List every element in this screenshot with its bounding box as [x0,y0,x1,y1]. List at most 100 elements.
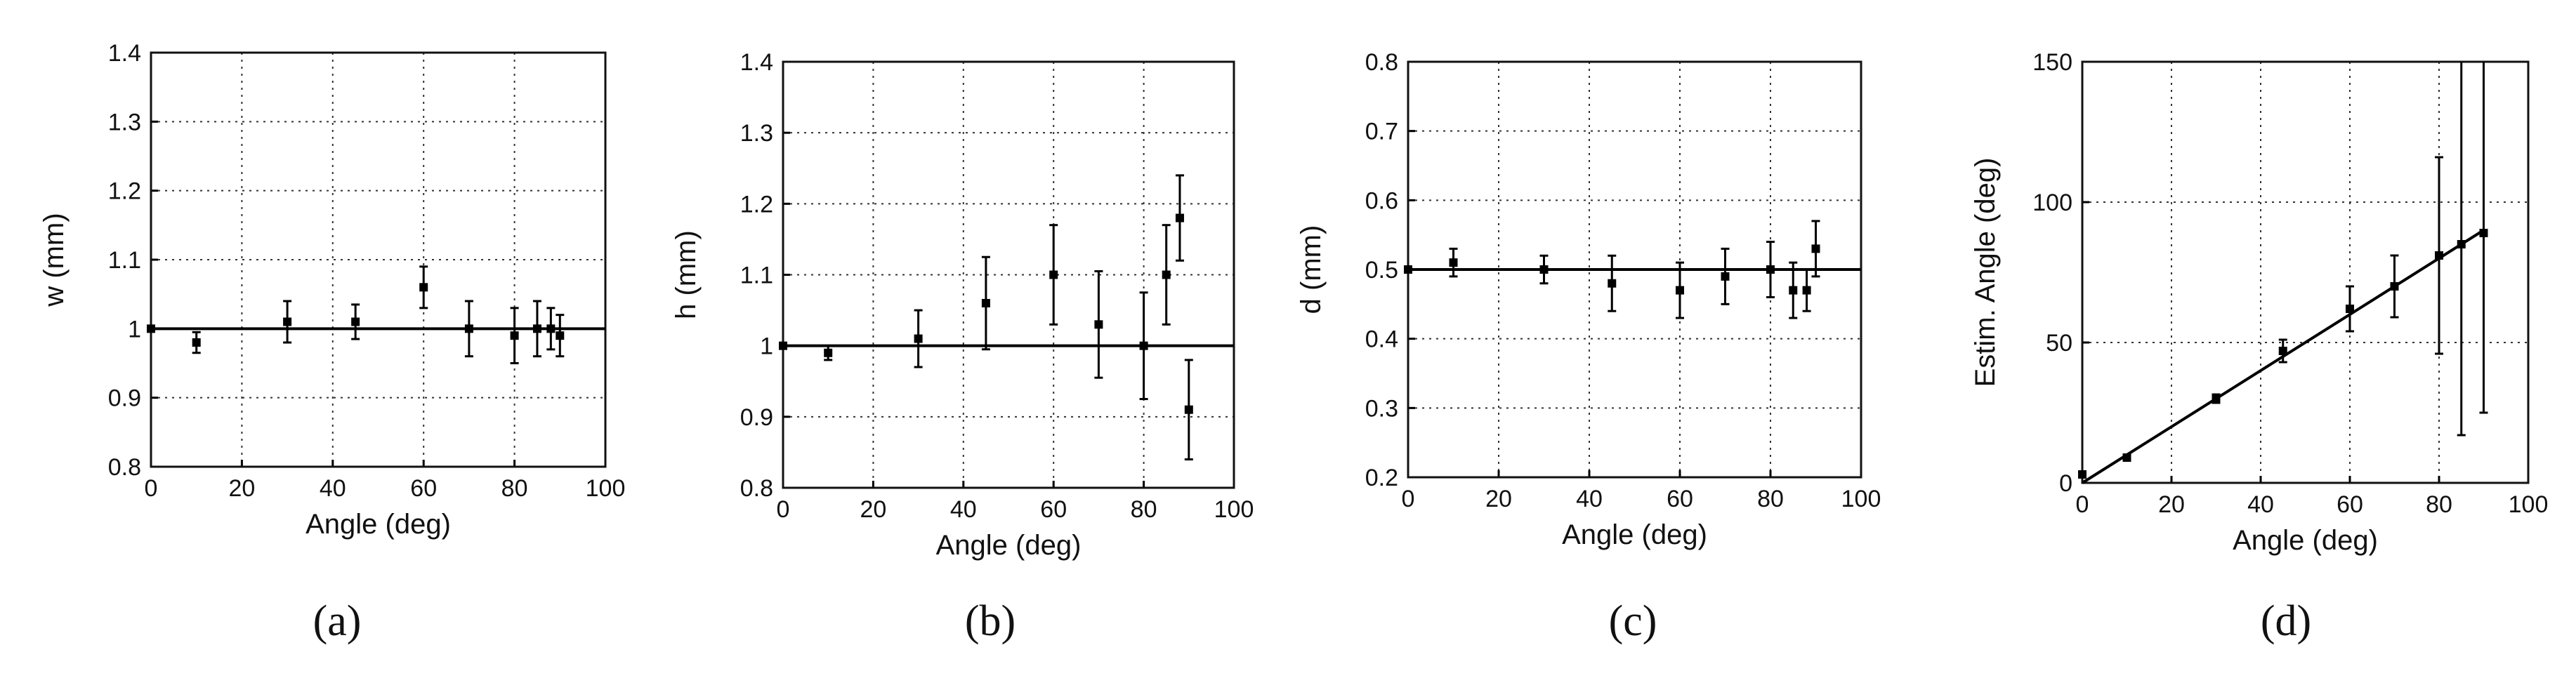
panel-d-chart: 0 20 40 60 80 100 0 50 100 150 Angle (deg) Estim. A… [1970,49,2548,645]
x-tick-label: 80 [501,475,528,502]
panel-caption: (d) [2261,597,2311,645]
x-tick-label: 80 [1757,486,1784,512]
data-point [1049,270,1058,279]
data-point [1802,286,1811,295]
plot-frame [782,60,1235,489]
data-point [1676,286,1684,295]
y-tick-label: 100 [2032,189,2072,216]
y-tick-label: 0.8 [1365,49,1398,76]
data-point [1449,258,1458,267]
panel-b-chart: 0 20 40 60 80 100 0.8 0.9 1 1.1 1.2 1.3 1.4 Angle (de… [671,49,1254,645]
x-axis-label: Angle (deg) [2233,525,2378,556]
x-tick-label: 40 [2247,491,2274,518]
data-point [2212,394,2221,403]
data-point [1404,265,1412,274]
data-point [351,317,360,326]
data-point [824,348,833,357]
panel-c-chart: 0 20 40 60 80 100 0.2 0.3 0.4 0.5 0.6 0.7 0.8 Angle (… [1296,49,1881,645]
y-tick-label: 1.3 [108,109,141,135]
x-tick-label: 20 [1485,486,1512,512]
x-tick-label: 20 [2158,491,2185,518]
y-tick-label: 150 [2032,49,2072,76]
x-tick-label: 80 [2426,491,2452,518]
data-point [464,324,473,333]
y-axis-label: h (mm) [671,230,702,319]
data-point [2346,305,2354,313]
data-point [556,331,565,340]
y-tick-label: 0.7 [1365,119,1398,145]
data-point [2278,347,2287,355]
y-tick-label: 0.9 [108,385,141,412]
data-point [1766,265,1775,274]
x-tick-label: 0 [777,496,790,523]
data-point [1789,286,1798,295]
y-tick-label: 0.6 [1365,187,1398,214]
data-point [2122,453,2131,462]
data-point [2078,470,2087,479]
y-tick-label: 0.2 [1365,465,1398,491]
x-tick-label: 40 [320,475,346,502]
panel-caption: (c) [1609,597,1657,645]
data-point [1162,270,1171,279]
x-tick-label: 60 [1667,486,1693,512]
x-tick-label: 0 [2076,491,2089,518]
y-tick-label: 1.2 [108,178,141,205]
y-tick-label: 1.4 [108,40,141,67]
data-point [1184,405,1193,414]
data-point [510,331,519,340]
x-tick-label: 0 [1402,486,1415,512]
y-axis-label: Estim. Angle (deg) [1970,158,2001,387]
y-tick-label: 0.8 [740,475,773,502]
y-tick-label: 0 [2059,470,2072,497]
x-axis-label: Angle (deg) [1562,519,1707,550]
x-tick-label: 60 [1040,496,1067,523]
data-point [2457,240,2466,248]
x-tick-label: 40 [1576,486,1603,512]
x-tick-label: 20 [860,496,886,523]
panel-caption: (b) [965,597,1016,645]
data-point [1139,341,1148,350]
data-point [532,324,541,333]
x-axis-label: Angle (deg) [305,509,451,540]
data-point [1608,279,1617,288]
x-tick-label: 40 [950,496,977,523]
panel-caption: (a) [313,597,362,645]
x-axis-label: Angle (deg) [936,530,1082,561]
data-point [283,317,292,326]
y-tick-label: 1.1 [740,262,773,289]
data-point [546,324,556,333]
data-point [1175,213,1184,222]
y-tick-label: 1 [760,333,773,360]
data-point [1811,244,1820,253]
data-point [2479,229,2488,237]
panel-a-chart: 0 20 40 60 80 100 0.8 0.9 1 1.1 1.2 1.3 1.4 Angle (de… [39,40,625,645]
y-tick-label: 0.9 [740,404,773,431]
data-point [419,283,428,292]
y-tick-label: 1.4 [740,49,773,76]
y-axis-label: w (mm) [39,213,70,307]
x-tick-label: 100 [1214,496,1254,523]
x-tick-label: 60 [2337,491,2363,518]
y-tick-label: 0.8 [108,454,141,481]
data-point [1721,272,1730,281]
x-tick-label: 80 [1131,496,1157,523]
x-tick-label: 20 [228,475,255,502]
y-axis-label: d (mm) [1296,225,1327,314]
plot-frame [2081,60,2530,484]
x-tick-label: 100 [2509,491,2549,518]
data-point [981,298,990,307]
plot-frame [150,51,607,468]
data-point [192,338,201,347]
data-point [2390,282,2399,291]
y-tick-label: 50 [2046,330,2072,357]
y-tick-label: 0.3 [1365,395,1398,422]
data-point [2435,251,2443,260]
x-tick-label: 100 [586,475,626,502]
data-point [1539,265,1549,274]
x-tick-label: 0 [145,475,158,502]
data-point [779,341,787,350]
y-tick-label: 0.4 [1365,326,1398,353]
x-tick-label: 100 [1841,486,1881,512]
y-tick-label: 1.2 [740,191,773,218]
